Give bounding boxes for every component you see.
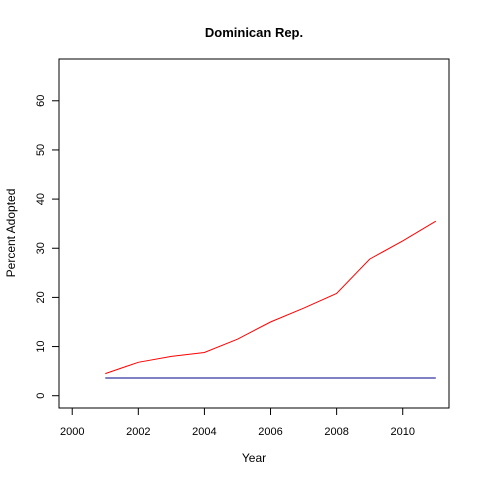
x-tick-label: 2010 bbox=[390, 426, 414, 438]
y-tick-label: 10 bbox=[35, 340, 47, 352]
x-tick-label: 2006 bbox=[258, 426, 282, 438]
x-tick-label: 2002 bbox=[126, 426, 150, 438]
plot-frame bbox=[58, 58, 450, 409]
series-layer bbox=[105, 220, 437, 379]
series-line-1 bbox=[105, 220, 437, 375]
x-tick-label: 2008 bbox=[324, 426, 348, 438]
y-axis-label: Percent Adopted bbox=[4, 189, 18, 278]
y-tick-label: 0 bbox=[35, 393, 47, 399]
x-axis-label: Year bbox=[242, 451, 266, 465]
x-axis: 2000 2002 2004 2006 2008 2010 bbox=[60, 407, 415, 438]
y-axis: 0 10 20 30 40 50 60 bbox=[35, 95, 60, 399]
y-tick-label: 30 bbox=[35, 242, 47, 254]
y-tick-label: 20 bbox=[35, 291, 47, 303]
chart-title: Dominican Rep. bbox=[205, 25, 303, 40]
x-tick-label: 2004 bbox=[192, 426, 216, 438]
y-tick-label: 60 bbox=[35, 95, 47, 107]
y-tick-label: 40 bbox=[35, 193, 47, 205]
y-tick-label: 50 bbox=[35, 144, 47, 156]
x-tick-label: 2000 bbox=[60, 426, 84, 438]
